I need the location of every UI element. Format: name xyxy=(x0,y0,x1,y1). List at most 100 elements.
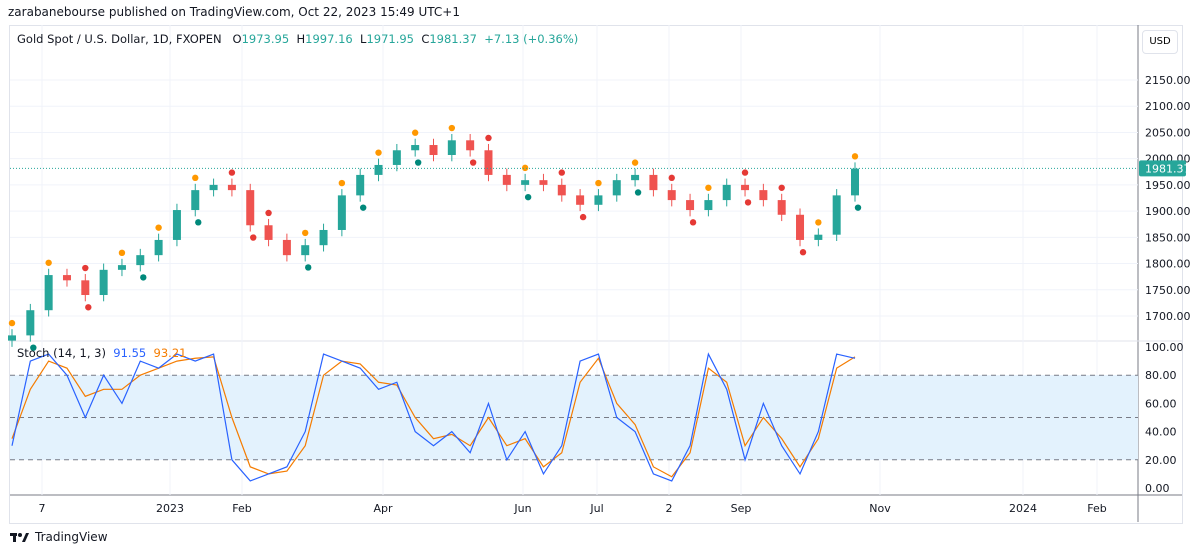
low-label: L xyxy=(360,32,367,46)
indicator-dot xyxy=(155,224,162,231)
candle-body xyxy=(576,195,585,205)
candle-body xyxy=(209,184,218,191)
stoch-tick-label: 100.00 xyxy=(1145,341,1184,354)
candle-body xyxy=(246,190,255,226)
footer-brand: TradingView xyxy=(10,530,108,544)
time-tick-label: Apr xyxy=(373,502,393,515)
indicator-dot xyxy=(30,344,37,351)
last-price-label: 1981.37 xyxy=(1145,162,1191,175)
stoch-tick-label: 0.00 xyxy=(1145,482,1170,495)
candle-body xyxy=(466,140,475,151)
candle-body xyxy=(392,150,401,165)
indicator-dot xyxy=(265,209,272,217)
time-tick-label: Jul xyxy=(589,502,603,515)
time-tick-label: 2024 xyxy=(1009,502,1037,515)
indicator-dot xyxy=(359,204,367,211)
indicator-dot xyxy=(854,204,862,211)
indicator-dot xyxy=(82,264,89,272)
candle-body xyxy=(172,210,181,240)
chart-area[interactable] xyxy=(9,25,1183,524)
price-tick-label: 1900.00 xyxy=(1145,205,1191,218)
indicator-dot xyxy=(668,174,675,182)
indicator-dot xyxy=(305,264,312,271)
candle-body xyxy=(612,180,621,196)
candle-body xyxy=(649,174,658,191)
candle-body xyxy=(154,239,163,256)
indicator-dot xyxy=(799,249,807,256)
candle-body xyxy=(356,174,365,196)
candle-body xyxy=(319,229,328,246)
candle-body xyxy=(99,269,108,296)
indicator-dot xyxy=(469,159,477,166)
candle-body xyxy=(594,195,603,205)
indicator-dot xyxy=(558,169,565,176)
stoch-tick-label: 80.00 xyxy=(1145,369,1177,382)
candle-body xyxy=(484,150,493,175)
candle-body xyxy=(521,180,530,185)
indicator-dot xyxy=(228,169,236,176)
indicator-dot xyxy=(45,259,52,266)
last-price-badge xyxy=(1139,160,1186,177)
indicator-dot xyxy=(744,199,752,206)
candle-body xyxy=(374,164,383,175)
price-tick-label: 2100.00 xyxy=(1145,100,1191,113)
candle-body xyxy=(44,275,53,311)
indicator-dot xyxy=(631,159,639,166)
indicator-dot xyxy=(741,169,749,176)
candle-body xyxy=(557,184,566,196)
publisher-line: zarabanebourse published on TradingView.… xyxy=(8,5,460,19)
indicator-dot xyxy=(595,179,602,187)
brand-name: TradingView xyxy=(35,530,108,544)
time-tick-label: 2 xyxy=(666,502,673,515)
indicator-dot xyxy=(414,159,422,166)
candle-body xyxy=(686,200,695,211)
stoch-tick-label: 60.00 xyxy=(1145,397,1177,410)
price-tick-label: 1700.00 xyxy=(1145,310,1191,323)
indicator-dot xyxy=(250,234,257,241)
symbol-title: Gold Spot / U.S. Dollar, 1D, FXOPEN xyxy=(17,32,222,46)
candle-body xyxy=(704,200,713,211)
candle-body xyxy=(136,255,145,266)
tradingview-logo-icon xyxy=(10,533,29,542)
stoch-legend: Stoch (14, 1, 3) 91.55 93.21 xyxy=(17,346,186,360)
candle-body xyxy=(502,174,511,185)
currency-button[interactable]: USD xyxy=(1142,30,1178,54)
price-tick-label: 1850.00 xyxy=(1145,231,1191,244)
stoch-d-line xyxy=(11,356,856,478)
price-tick-label: 1800.00 xyxy=(1145,258,1191,271)
price-tick-label: 1950.00 xyxy=(1145,179,1191,192)
candle-body xyxy=(539,180,548,185)
stoch-k-line xyxy=(11,352,856,482)
candle-body xyxy=(301,245,310,256)
time-tick-label: 7 xyxy=(39,502,46,515)
candle-body xyxy=(796,214,805,240)
time-tick-label: Jun xyxy=(513,502,531,515)
indicator-dot xyxy=(411,129,419,136)
candle-body xyxy=(832,195,841,235)
indicator-dot xyxy=(705,184,712,191)
indicator-dot xyxy=(521,164,529,172)
indicator-dot xyxy=(448,124,456,132)
time-tick-label: Feb xyxy=(1087,502,1106,515)
candle-body xyxy=(447,140,456,155)
candle-body xyxy=(282,239,291,256)
time-tick-label: 2023 xyxy=(156,502,184,515)
candle-body xyxy=(117,265,126,270)
candle-body xyxy=(62,275,71,281)
indicator-dot xyxy=(851,153,859,160)
open-value: 1973.95 xyxy=(241,32,290,46)
close-label: C xyxy=(421,32,430,46)
candle-body xyxy=(722,184,731,201)
candle-body xyxy=(667,190,676,201)
indicator-dot xyxy=(689,219,697,226)
candle-body xyxy=(26,310,35,336)
indicator-dot xyxy=(375,149,382,156)
candle-body xyxy=(777,200,786,215)
high-label: H xyxy=(296,32,306,46)
indicator-dot xyxy=(195,219,202,226)
indicator-dot xyxy=(579,213,587,221)
price-tick-label: 2150.00 xyxy=(1145,74,1191,87)
price-tick-label: 1750.00 xyxy=(1145,284,1191,297)
